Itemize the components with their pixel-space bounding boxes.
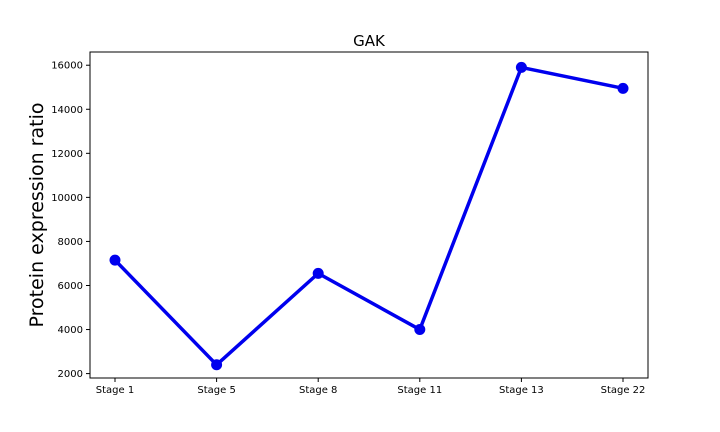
data-point	[515, 61, 527, 73]
x-tick-label: Stage 1	[96, 385, 134, 396]
data-point	[211, 359, 223, 371]
data-point	[109, 254, 121, 266]
data-point	[312, 267, 324, 279]
series-line	[113, 65, 625, 367]
x-tick-label: Stage 11	[397, 385, 442, 396]
y-tick-label: 14000	[51, 105, 83, 116]
x-tick-label: Stage 22	[601, 385, 646, 396]
data-point	[617, 82, 629, 94]
x-tick-label: Stage 8	[299, 385, 337, 396]
y-tick-label: 8000	[58, 237, 83, 248]
y-tick-label: 10000	[51, 193, 83, 204]
plot-frame	[89, 51, 649, 379]
x-axis: Stage 1 Stage 5 Stage 8 Stage 11 Stage 13 Sta…	[96, 378, 646, 396]
data-point	[414, 324, 426, 336]
y-tick-label: 12000	[51, 149, 83, 160]
x-tick-label: Stage 13	[499, 385, 544, 396]
x-tick-label: Stage 5	[197, 385, 235, 396]
y-tick-label: 16000	[51, 61, 83, 72]
y-axis-label: Protein expression ratio	[26, 103, 48, 328]
y-tick-label: 6000	[58, 281, 83, 292]
y-axis: 2000 4000 6000 8000 10000 12000 14000 16000	[51, 61, 90, 380]
series-layer	[109, 61, 629, 371]
y-tick-label: 2000	[58, 369, 83, 380]
chart-title: GAK	[353, 32, 386, 50]
y-tick-label: 4000	[58, 325, 83, 336]
